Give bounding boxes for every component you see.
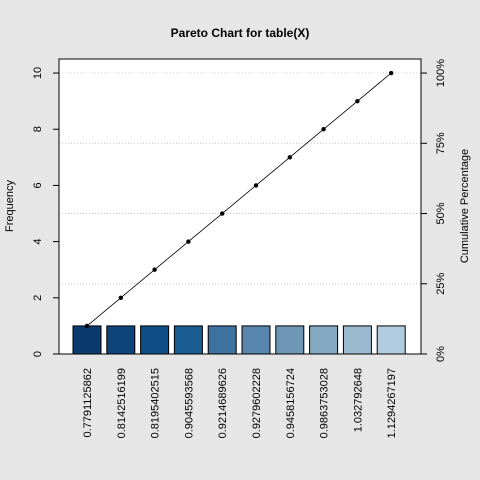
bar — [275, 325, 305, 355]
x-category-label: 1.1294267197 — [386, 368, 398, 438]
cumulative-point — [253, 183, 259, 188]
x-category-label: 0.9045593568 — [183, 368, 195, 438]
y-tick-label: 8 — [32, 126, 44, 132]
bar — [207, 325, 237, 355]
plot-area — [59, 59, 421, 354]
cumulative-point — [220, 211, 225, 216]
x-category-label: 0.9863753028 — [319, 368, 331, 438]
bar — [342, 325, 372, 355]
cumulative-point — [355, 98, 360, 104]
y-tick-label: 2 — [32, 295, 44, 301]
y-axis-label: Frequency — [4, 180, 16, 232]
cumulative-point — [186, 239, 191, 244]
grid-lines — [59, 72, 421, 285]
y2-tick-label: 75% — [435, 132, 447, 154]
x-category-label: 1.032792648 — [352, 368, 364, 432]
y-tick-label: 0 — [32, 351, 44, 357]
y2-tick-label: 0% — [435, 346, 447, 362]
bar — [72, 325, 102, 355]
x-category-label: 0.8142516199 — [116, 368, 128, 438]
y-tick-label: 10 — [32, 67, 44, 79]
bar — [106, 325, 136, 355]
x-category-label: 0.7791125862 — [82, 368, 94, 438]
y-tick-label: 6 — [32, 182, 44, 188]
x-axis: 0.7791125862 0.8142516199 0.8195402515 0.90… — [82, 368, 398, 438]
bar — [140, 325, 170, 355]
bar — [173, 325, 203, 355]
x-category-label: 0.9279602228 — [251, 368, 263, 438]
y2-tick-label: 50% — [435, 202, 447, 224]
x-category-label: 0.8195402515 — [150, 368, 162, 438]
x-category-label: 0.9214689626 — [217, 368, 229, 438]
y2-tick-label: 25% — [435, 273, 447, 295]
cumulative-point — [118, 295, 124, 301]
cumulative-point — [152, 267, 157, 272]
cumulative-point — [84, 323, 90, 329]
bar — [241, 325, 271, 355]
y-axis-left: 0 2 4 6 8 10 — [32, 67, 60, 357]
bar — [309, 325, 339, 355]
y2-tick-label: 100% — [435, 59, 447, 87]
y-axis-right: 0% 25% 50% 75% 100% — [420, 59, 447, 362]
chart-title: Pareto Chart for table(X) — [171, 26, 310, 40]
x-category-label: 0.9458156724 — [285, 368, 297, 438]
y2-axis-label: Cumulative Percentage — [459, 149, 471, 263]
cumulative-point — [389, 70, 394, 76]
cumulative-point — [287, 155, 292, 160]
bar — [376, 325, 406, 355]
cumulative-point — [321, 127, 326, 132]
cumulative-line — [84, 70, 394, 329]
y-tick-label: 4 — [32, 239, 44, 245]
cumulative-polyline — [86, 72, 392, 327]
